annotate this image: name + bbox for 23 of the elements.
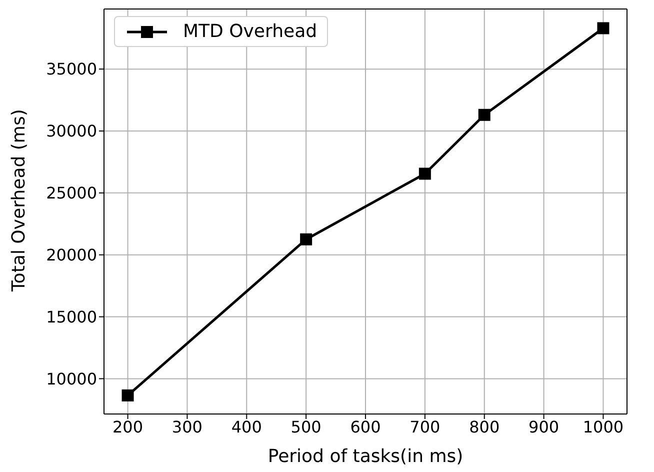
x-tick-label: 900	[528, 417, 560, 436]
x-tick-label: 800	[469, 417, 500, 436]
y-tick-label: 35000	[46, 60, 97, 79]
legend-label: MTD Overhead	[183, 21, 318, 42]
y-tick-label: 25000	[46, 184, 97, 203]
y-axis-title: Total Overhead (ms)	[8, 109, 30, 292]
y-tick-label: 15000	[46, 307, 97, 326]
x-tick-label: 600	[350, 417, 381, 436]
x-tick-label: 300	[172, 417, 202, 436]
y-tick-label: 20000	[46, 246, 97, 265]
x-tick-label: 1000	[582, 417, 624, 436]
y-tick-label: 30000	[46, 122, 97, 141]
x-tick-label: 400	[231, 417, 262, 436]
x-tick-label: 200	[112, 417, 144, 436]
point	[122, 389, 134, 402]
x-tick-label: 700	[410, 417, 440, 436]
y-tick-label: 10000	[46, 369, 97, 388]
x-tick-label: 500	[290, 417, 322, 436]
point	[300, 233, 312, 246]
point	[418, 168, 431, 180]
point	[597, 22, 610, 34]
x-axis-title: Period of tasks(in ms)	[268, 446, 464, 467]
point	[478, 108, 490, 121]
